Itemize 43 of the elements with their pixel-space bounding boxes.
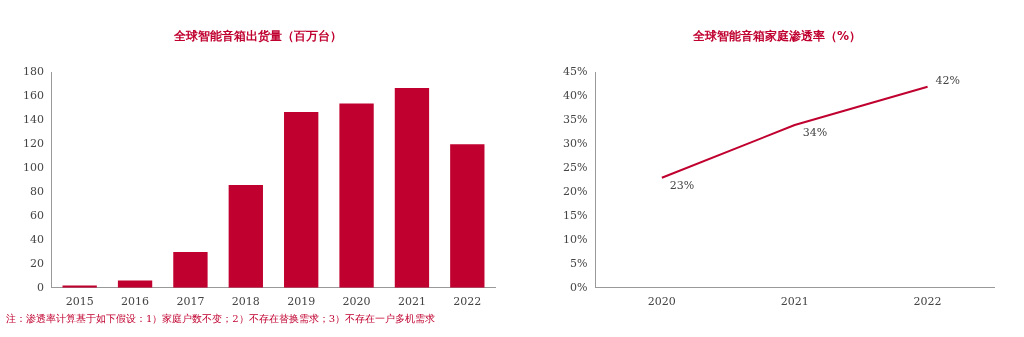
x-tick-label: 2016 xyxy=(121,295,150,309)
y-tick-label: 15% xyxy=(563,208,588,222)
y-tick-label: 40% xyxy=(563,89,588,103)
bar xyxy=(173,251,208,288)
x-tick-label: 2017 xyxy=(176,295,205,309)
text: 注：渗透率计算基于如下假设：1）家庭户数不变；2）不存在替换需求；3）不存在一户多机需求 xyxy=(6,312,437,326)
x-tick-label: 2022 xyxy=(913,295,942,309)
y-tick-label: 100 xyxy=(23,160,44,174)
x-tick-label: 2018 xyxy=(231,295,260,309)
bar xyxy=(339,103,374,288)
chart-title: 全球智能音箱出货量（百万台） xyxy=(172,29,342,44)
y-tick-label: 80 xyxy=(30,184,44,198)
y-tick-label: 35% xyxy=(563,113,588,127)
y-tick-label: 160 xyxy=(23,89,44,103)
x-tick-label: 2020 xyxy=(342,295,371,309)
data-label: 42% xyxy=(935,73,961,87)
data-label: 23% xyxy=(669,178,695,192)
x-tick-label: 2015 xyxy=(65,295,94,309)
y-tick-label: 20 xyxy=(30,256,44,270)
y-tick-label: 0 xyxy=(37,280,44,294)
x-tick-label: 2019 xyxy=(287,295,316,309)
y-tick-label: 5% xyxy=(570,256,588,270)
y-tick-label: 40 xyxy=(30,232,44,246)
chart-title: 全球智能音箱家庭渗透率（%） xyxy=(691,29,862,44)
x-tick-label: 2022 xyxy=(453,295,482,309)
y-tick-label: 60 xyxy=(30,208,44,222)
y-tick-label: 20% xyxy=(563,184,588,198)
y-tick-label: 30% xyxy=(563,137,588,151)
x-tick-label: 2020 xyxy=(647,295,676,309)
bar xyxy=(228,184,263,288)
bar xyxy=(450,144,485,288)
x-tick-label: 2021 xyxy=(397,295,426,309)
y-tick-label: 180 xyxy=(23,65,44,79)
y-tick-label: 120 xyxy=(23,137,44,151)
x-tick-label: 2021 xyxy=(780,295,809,309)
data-label: 34% xyxy=(802,125,828,139)
y-tick-label: 45% xyxy=(563,65,588,79)
y-tick-label: 10% xyxy=(563,232,588,246)
bar xyxy=(394,87,430,288)
y-tick-label: 0% xyxy=(570,280,588,294)
y-tick-label: 25% xyxy=(563,160,588,174)
y-tick-label: 140 xyxy=(23,113,44,127)
bar xyxy=(284,111,319,288)
